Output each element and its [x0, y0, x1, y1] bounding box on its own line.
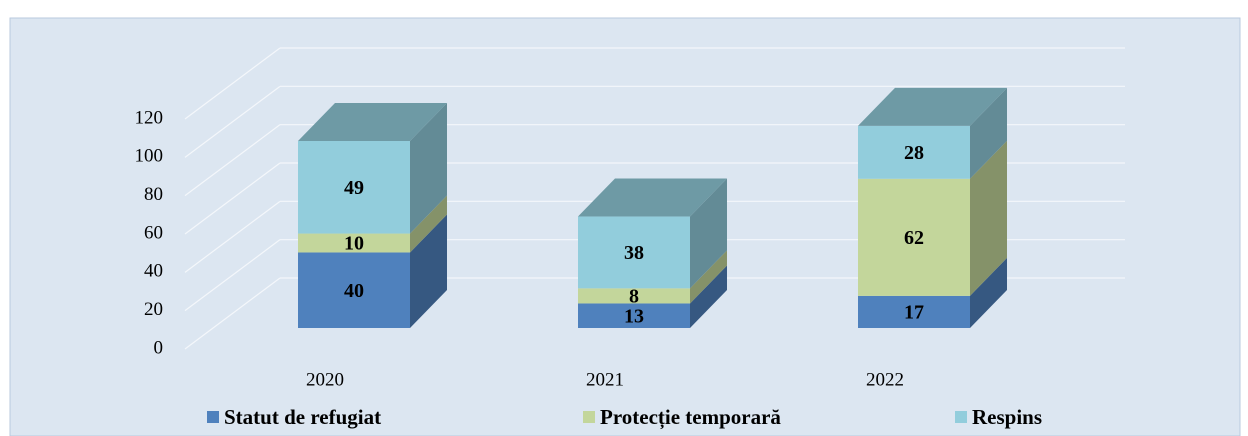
bar-segment	[298, 141, 410, 234]
data-label: 40	[344, 280, 364, 302]
data-label: 13	[624, 305, 644, 327]
bar-top	[858, 87, 1007, 126]
data-label: 8	[629, 285, 639, 307]
grid-line-side	[184, 277, 281, 350]
grid-line-side	[184, 85, 281, 158]
bar-side	[410, 195, 447, 253]
x-tick-label: 2020	[306, 369, 344, 390]
grid-line-side	[184, 239, 281, 312]
bar-side	[690, 265, 727, 328]
bar-side	[410, 214, 447, 328]
data-label: 10	[344, 233, 364, 255]
grid-line-side	[184, 47, 281, 120]
data-label: 62	[904, 227, 924, 249]
y-tick-label: 20	[144, 299, 163, 320]
bar-segment	[298, 233, 410, 253]
y-tick-label: 100	[135, 146, 164, 167]
bar-top	[298, 103, 447, 141]
y-tick-label: 60	[144, 222, 163, 243]
y-tick-label: 120	[135, 107, 164, 128]
data-label: 38	[624, 242, 644, 264]
legend-label: Respins	[972, 405, 1042, 429]
grid-line-side	[184, 162, 281, 235]
legend-label: Statut de refugiat	[224, 405, 381, 429]
data-label: 28	[904, 142, 924, 164]
data-label: 17	[904, 302, 924, 324]
bar-top	[578, 178, 727, 217]
bar-segment	[858, 295, 970, 328]
legend-swatch	[955, 411, 967, 423]
x-tick-label: 2021	[586, 369, 624, 390]
bar-side	[970, 257, 1007, 328]
bar-segment	[298, 252, 410, 328]
bar-segment	[578, 303, 690, 328]
bar-segment	[578, 288, 690, 304]
bar-side	[970, 87, 1007, 179]
bar-side	[970, 140, 1007, 296]
bar-segment	[578, 216, 690, 289]
bar-segment	[858, 178, 970, 296]
grid-line-side	[184, 124, 281, 197]
y-tick-label: 40	[144, 261, 163, 282]
bar-side	[410, 103, 447, 234]
bar-side	[690, 250, 727, 304]
grid-line-side	[184, 200, 281, 273]
legend-swatch	[583, 411, 595, 423]
legend-label: Protecție temporară	[600, 405, 781, 430]
y-tick-label: 0	[154, 337, 164, 358]
bar-side	[690, 178, 727, 289]
data-label: 49	[344, 177, 364, 199]
x-tick-label: 2022	[866, 369, 904, 390]
legend-swatch	[207, 411, 219, 423]
y-tick-label: 80	[144, 184, 163, 205]
bar-segment	[858, 125, 970, 179]
